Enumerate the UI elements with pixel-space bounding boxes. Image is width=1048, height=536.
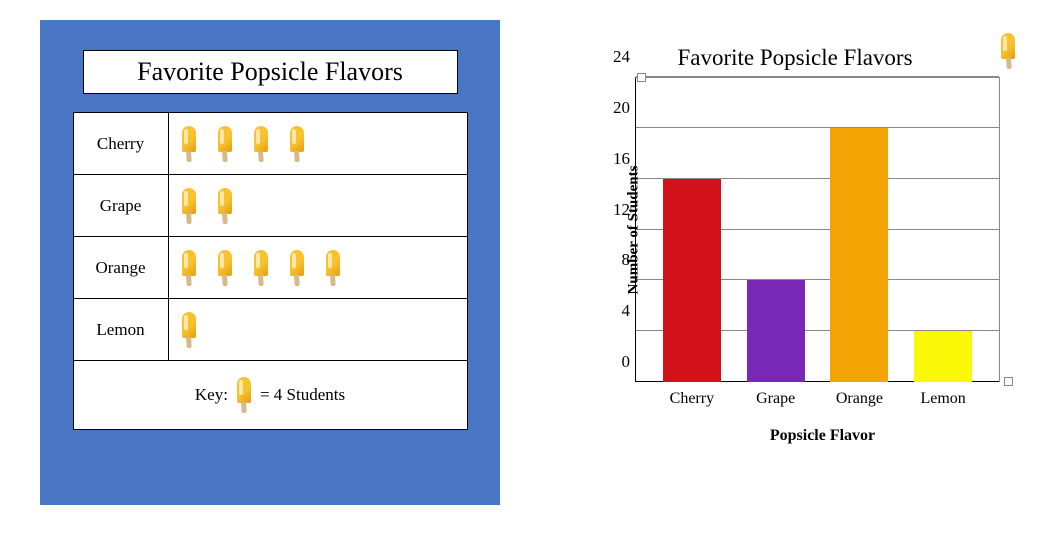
bar (747, 280, 805, 382)
popsicle-icon (323, 250, 343, 286)
pictograph-title: Favorite Popsicle Flavors (137, 57, 403, 86)
popsicle-icon (179, 312, 199, 348)
popsicle-icon (215, 250, 235, 286)
popsicle-icon (179, 126, 199, 162)
bar (914, 331, 972, 382)
popsicle-icon (998, 33, 1018, 75)
bar-chart-area: 04812162024 CherryGrapeOrangeLemon Numbe… (635, 77, 1000, 382)
pictograph-row-icons (169, 113, 467, 174)
y-tick-label: 0 (606, 352, 636, 372)
pictograph-title-box: Favorite Popsicle Flavors (83, 50, 458, 94)
popsicle-icon (215, 126, 235, 162)
handle-box-icon (1004, 377, 1013, 386)
bar (663, 179, 721, 382)
pictograph-row-icons (169, 299, 467, 360)
y-tick-label: 20 (606, 98, 636, 118)
pictograph-key-prefix: Key: (195, 385, 228, 405)
pictograph-key-text: = 4 Students (260, 385, 345, 405)
pictograph-row-label: Orange (74, 237, 169, 298)
pictograph-row: Cherry (74, 113, 467, 175)
handle-box-icon (637, 73, 646, 82)
x-category-label: Lemon (914, 390, 972, 408)
popsicle-icon (287, 250, 307, 286)
pictograph-table: CherryGrapeOrangeLemon Key: = 4 Students (73, 112, 468, 430)
pictograph-row-icons (169, 175, 467, 236)
pictograph-panel: Favorite Popsicle Flavors CherryGrapeOra… (40, 20, 500, 505)
popsicle-icon (179, 188, 199, 224)
bar-chart-bars (635, 77, 1000, 382)
popsicle-icon (234, 377, 254, 413)
y-axis-title: Number of Students (626, 165, 643, 294)
x-axis-title: Popsicle Flavor (635, 427, 1010, 445)
bar-chart-panel: Favorite Popsicle Flavors 04812162024 Ch… (580, 45, 1010, 475)
bar (830, 128, 888, 382)
popsicle-icon (215, 188, 235, 224)
pictograph-row-icons (169, 237, 467, 298)
pictograph-row: Grape (74, 175, 467, 237)
pictograph-row: Lemon (74, 299, 467, 361)
bar-chart-title: Favorite Popsicle Flavors (677, 45, 912, 70)
popsicle-icon (251, 250, 271, 286)
pictograph-row: Orange (74, 237, 467, 299)
pictograph-row-label: Cherry (74, 113, 169, 174)
pictograph-key: Key: = 4 Students (74, 361, 467, 429)
x-category-label: Orange (830, 390, 888, 408)
bar-chart-title-row: Favorite Popsicle Flavors (580, 45, 1010, 71)
popsicle-icon (251, 126, 271, 162)
y-tick-label: 24 (606, 47, 636, 67)
bar-chart-category-labels: Cherry Grape Orange Lemon (635, 382, 1000, 408)
pictograph-row-label: Lemon (74, 299, 169, 360)
y-tick-label: 4 (606, 301, 636, 321)
popsicle-icon (998, 33, 1018, 69)
x-category-label: Cherry (663, 390, 721, 408)
popsicle-icon (287, 126, 307, 162)
pictograph-row-label: Grape (74, 175, 169, 236)
popsicle-icon (179, 250, 199, 286)
x-category-label: Grape (747, 390, 805, 408)
